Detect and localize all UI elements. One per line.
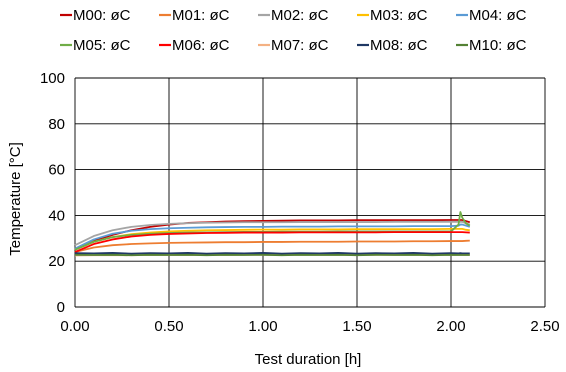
legend-label: M10: øC bbox=[469, 37, 527, 54]
legend-label: M02: øC bbox=[271, 7, 329, 24]
legend-label: M00: øC bbox=[73, 7, 131, 24]
series-line-1 bbox=[74, 239, 470, 253]
legend-label: M07: øC bbox=[271, 37, 329, 54]
plot-grid bbox=[74, 77, 546, 308]
legend-label: M08: øC bbox=[370, 37, 428, 54]
y-tick-label: 80 bbox=[48, 116, 65, 133]
x-tick-label: 2.50 bbox=[530, 318, 559, 335]
y-tick-label: 60 bbox=[48, 162, 65, 179]
legend-label: M04: øC bbox=[469, 7, 527, 24]
x-tick-label: 0.50 bbox=[154, 318, 183, 335]
series-line-6 bbox=[74, 231, 470, 253]
x-tick-label: 1.00 bbox=[248, 318, 277, 335]
series-line-3 bbox=[74, 228, 470, 251]
y-tick-label: 0 bbox=[57, 299, 65, 316]
x-tick-label: 0.00 bbox=[60, 318, 89, 335]
axis-ticks: 0 20 40 60 80 100 0.00 0.50 1.00 1.50 2.00 2.50 bbox=[40, 70, 560, 335]
y-tick-label: 20 bbox=[48, 253, 65, 270]
legend-label: M01: øC bbox=[172, 7, 230, 24]
x-axis-title: Test duration [h] bbox=[255, 351, 362, 368]
legend-label: M06: øC bbox=[172, 37, 230, 54]
x-tick-label: 2.00 bbox=[436, 318, 465, 335]
y-tick-label: 40 bbox=[48, 207, 65, 224]
series-line-8 bbox=[74, 252, 470, 255]
y-tick-label: 100 bbox=[40, 70, 65, 87]
series-layer bbox=[74, 211, 471, 257]
series-line-2 bbox=[74, 220, 471, 246]
x-tick-label: 1.50 bbox=[342, 318, 371, 335]
legend-label: M05: øC bbox=[73, 37, 131, 54]
legend-label: M03: øC bbox=[370, 7, 428, 24]
legend: M00: øC M01: øC M02: øC M03: øC M04: øC M05: … bbox=[60, 7, 527, 54]
series-line-0 bbox=[74, 219, 471, 251]
y-axis-title: Temperature [°C] bbox=[7, 142, 24, 256]
